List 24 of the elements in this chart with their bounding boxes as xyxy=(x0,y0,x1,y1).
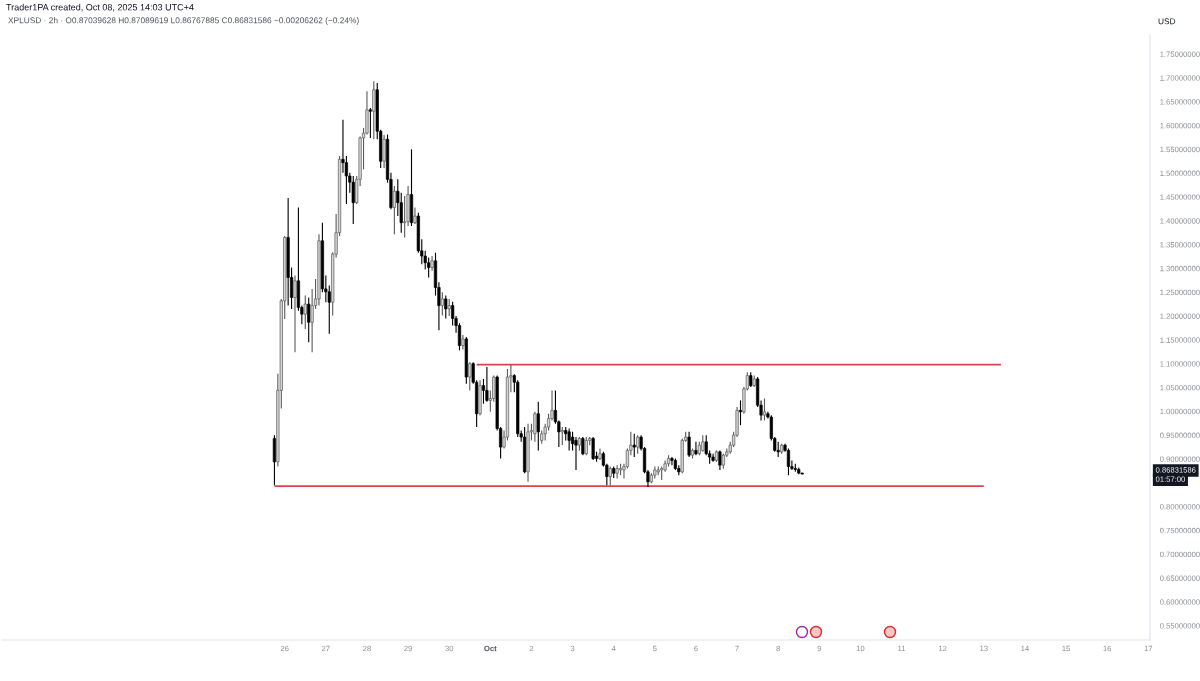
candlestick xyxy=(272,434,277,486)
y-axis-title: USD xyxy=(1158,18,1176,25)
candlestick xyxy=(382,134,386,169)
candlestick xyxy=(670,456,674,466)
chart-subtitle: XPLUSD · 2h · O0.87039628 H0.87089619 L0.86767885 C0.86831586 −0.00206262 (−0.24%) xyxy=(8,17,359,25)
candlestick xyxy=(581,436,585,456)
candlestick xyxy=(536,401,540,451)
candlestick xyxy=(392,185,396,235)
candlestick xyxy=(738,399,743,426)
candlestick xyxy=(351,175,355,225)
candlestick xyxy=(608,466,612,486)
candlestick xyxy=(303,295,307,330)
candlestick xyxy=(440,291,444,317)
candlestick xyxy=(560,426,564,446)
candlestick xyxy=(533,411,537,443)
candlestick xyxy=(293,275,297,353)
candlestick xyxy=(786,447,791,476)
candlestick xyxy=(632,433,636,458)
candlestick xyxy=(485,366,489,403)
candlestick xyxy=(584,436,588,456)
candlestick xyxy=(368,107,372,139)
candlestick xyxy=(413,206,417,225)
candlestick xyxy=(307,296,311,343)
chart-title: Trader1PA created, Oct 08, 2025 14:03 UTC+4 xyxy=(6,3,194,12)
